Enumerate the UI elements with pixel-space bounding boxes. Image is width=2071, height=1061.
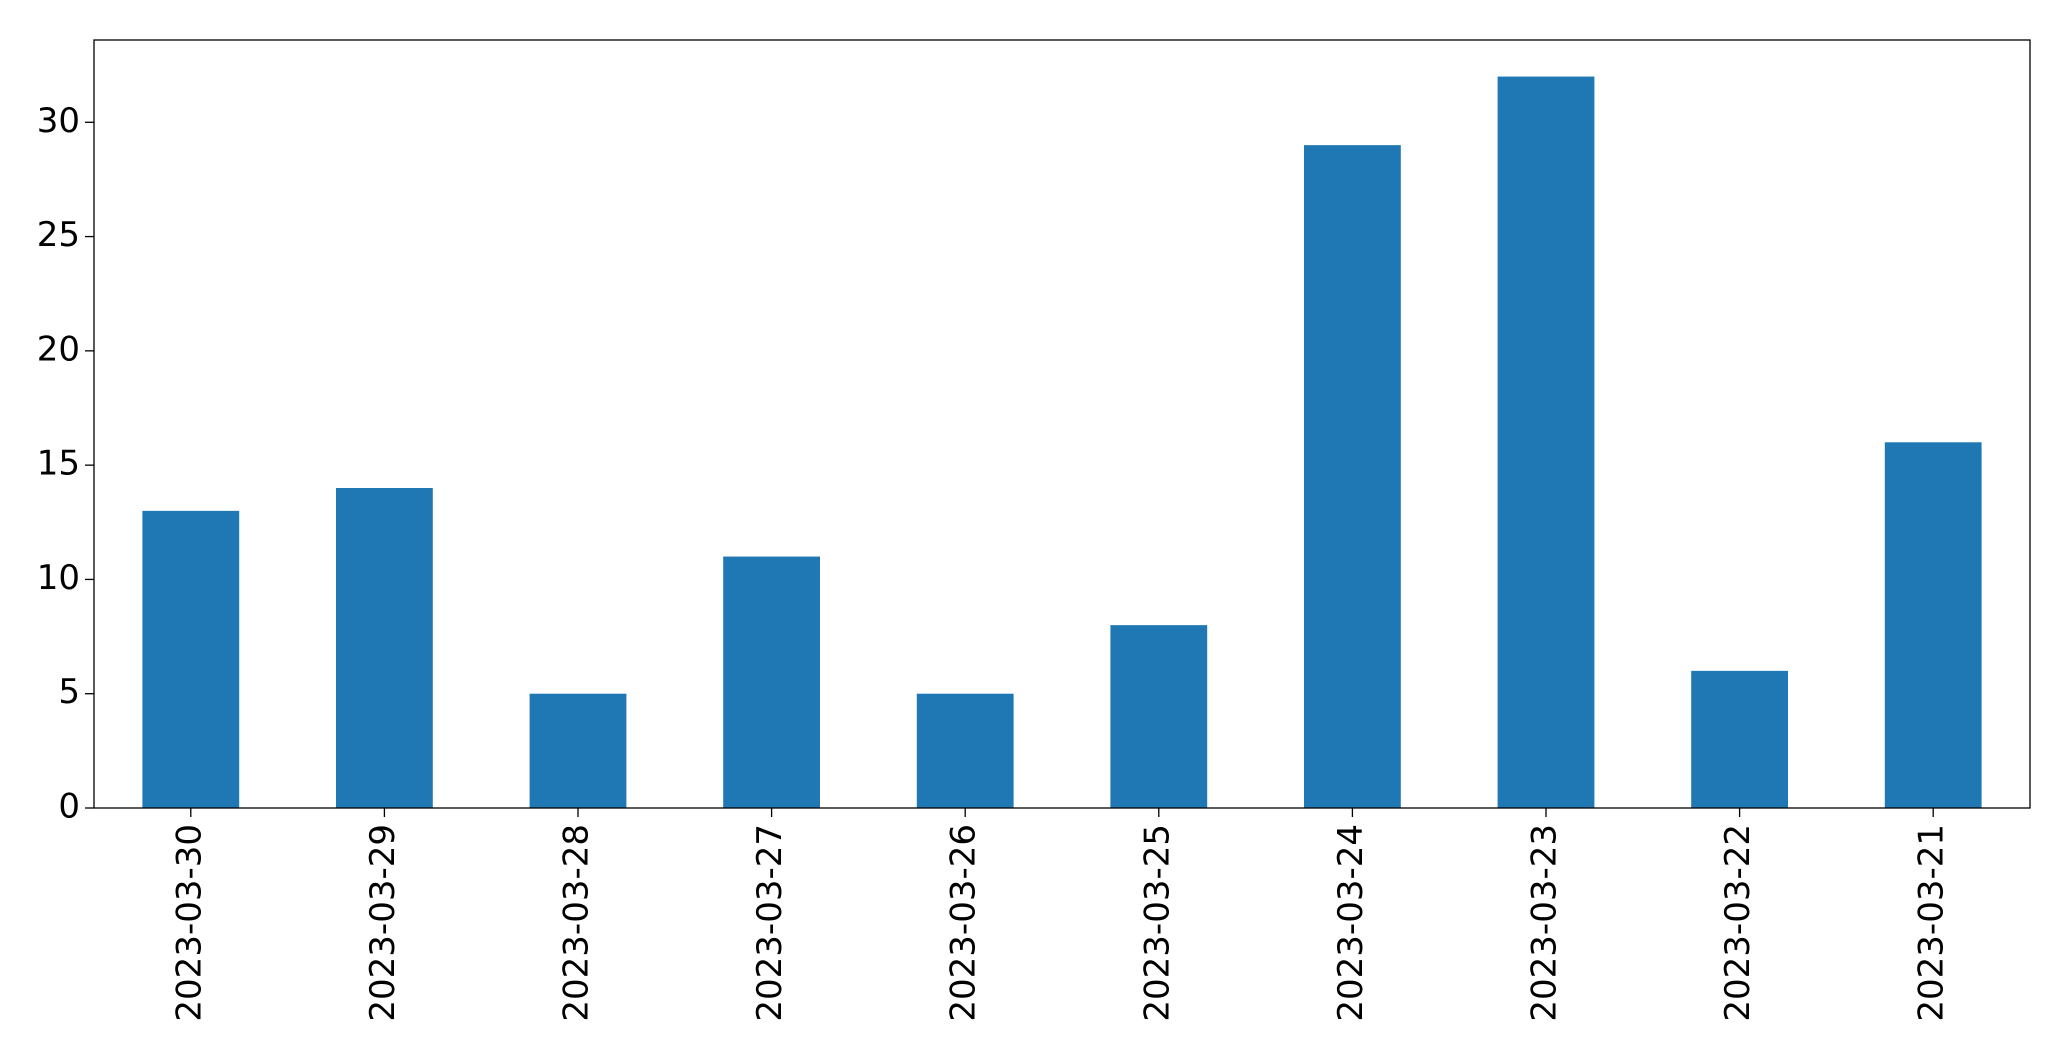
- x-tick-label: 2023-03-23: [1525, 824, 1565, 1022]
- bar: [1691, 670, 1788, 808]
- x-tick-label: 2023-03-24: [1331, 824, 1371, 1022]
- x-tick-label: 2023-03-25: [1137, 824, 1177, 1022]
- y-tick-label: 15: [37, 444, 80, 484]
- x-tick-label: 2023-03-21: [1912, 824, 1952, 1022]
- bar: [529, 693, 627, 808]
- y-tick-label: 0: [58, 787, 80, 827]
- x-tick-label: 2023-03-22: [1718, 824, 1758, 1022]
- x-tick-label: 2023-03-29: [363, 824, 403, 1022]
- bar: [1110, 625, 1208, 808]
- plot-frame: [93, 39, 2031, 809]
- bar: [1884, 442, 1982, 808]
- y-tick-label: 5: [58, 672, 80, 712]
- x-tick-label: 2023-03-26: [944, 824, 984, 1022]
- bar: [723, 556, 820, 808]
- x-tick-label: 2023-03-28: [557, 824, 597, 1022]
- bar: [1304, 145, 1401, 809]
- y-tick-label: 20: [37, 329, 80, 369]
- y-tick-label: 25: [37, 215, 80, 255]
- x-tick-label: 2023-03-30: [169, 824, 209, 1022]
- bar: [336, 488, 433, 808]
- x-tick-label: 2023-03-27: [750, 824, 790, 1022]
- bar: [916, 693, 1014, 808]
- y-tick-label: 10: [37, 558, 80, 598]
- bar: [1497, 76, 1595, 809]
- y-tick-label: 30: [37, 101, 80, 141]
- bar: [142, 510, 240, 808]
